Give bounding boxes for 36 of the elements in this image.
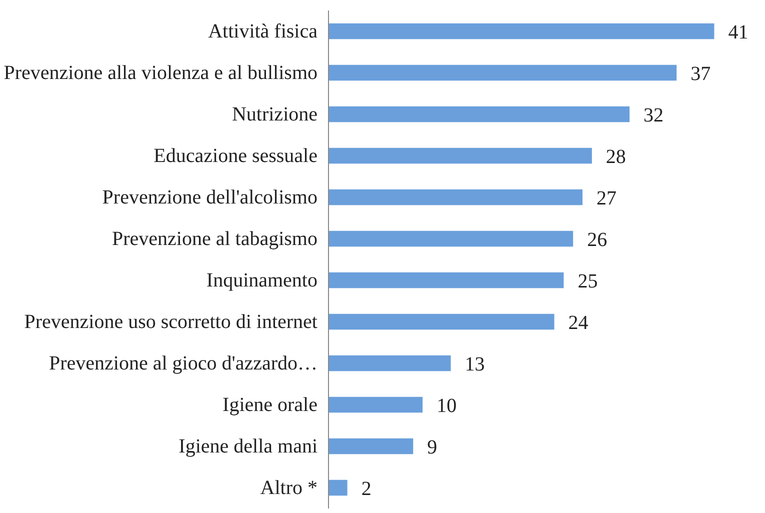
y-tick-label: Prevenzione alla violenza e al bullismo xyxy=(4,62,318,84)
y-tick-label: Igiene della mani xyxy=(178,435,318,458)
bar xyxy=(328,314,554,330)
data-label: 41 xyxy=(728,21,748,44)
data-label: 24 xyxy=(568,312,588,334)
y-tick-label: Altro * xyxy=(260,476,318,499)
bar xyxy=(328,230,574,247)
bar xyxy=(328,438,414,454)
bar xyxy=(328,396,423,413)
bar xyxy=(328,272,564,288)
y-tick-label: Prevenzione al tabagismo xyxy=(112,228,318,250)
y-tick-label: Nutrizione xyxy=(232,103,318,126)
y-tick-label: Prevenzione uso scorretto di internet xyxy=(24,310,318,333)
bar xyxy=(328,189,583,206)
y-tick-label: Prevenzione al gioco d'azzardo… xyxy=(49,352,318,374)
bar xyxy=(328,64,677,81)
data-label: 32 xyxy=(644,104,664,126)
bar xyxy=(328,23,714,40)
data-label: 10 xyxy=(436,394,457,417)
data-label: 37 xyxy=(690,62,711,85)
y-tick-label: Prevenzione dell'alcolismo xyxy=(102,186,318,208)
data-label: 26 xyxy=(587,228,608,251)
data-label: 9 xyxy=(427,436,438,458)
y-tick-label: Attività fisica xyxy=(208,20,318,42)
data-label: 25 xyxy=(578,270,598,292)
data-label: 27 xyxy=(596,187,617,210)
bar xyxy=(328,480,348,496)
y-tick-label: Inquinamento xyxy=(206,269,318,292)
y-tick-label: Igiene orale xyxy=(222,394,318,416)
data-label: 13 xyxy=(464,353,485,376)
bar xyxy=(328,148,592,164)
y-tick-label: Educazione sessuale xyxy=(154,144,318,167)
bar xyxy=(328,355,451,372)
data-label: 2 xyxy=(361,478,372,500)
data-label: 28 xyxy=(606,146,626,168)
bar xyxy=(328,106,630,122)
